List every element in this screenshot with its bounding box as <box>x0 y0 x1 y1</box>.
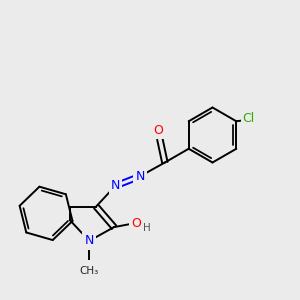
Text: CH₃: CH₃ <box>80 266 99 276</box>
Text: O: O <box>154 124 164 137</box>
Text: H: H <box>143 223 151 233</box>
Text: Cl: Cl <box>243 112 255 125</box>
Text: N: N <box>85 234 94 248</box>
Text: O: O <box>131 217 141 230</box>
Text: N: N <box>135 170 145 183</box>
Text: N: N <box>111 179 120 192</box>
